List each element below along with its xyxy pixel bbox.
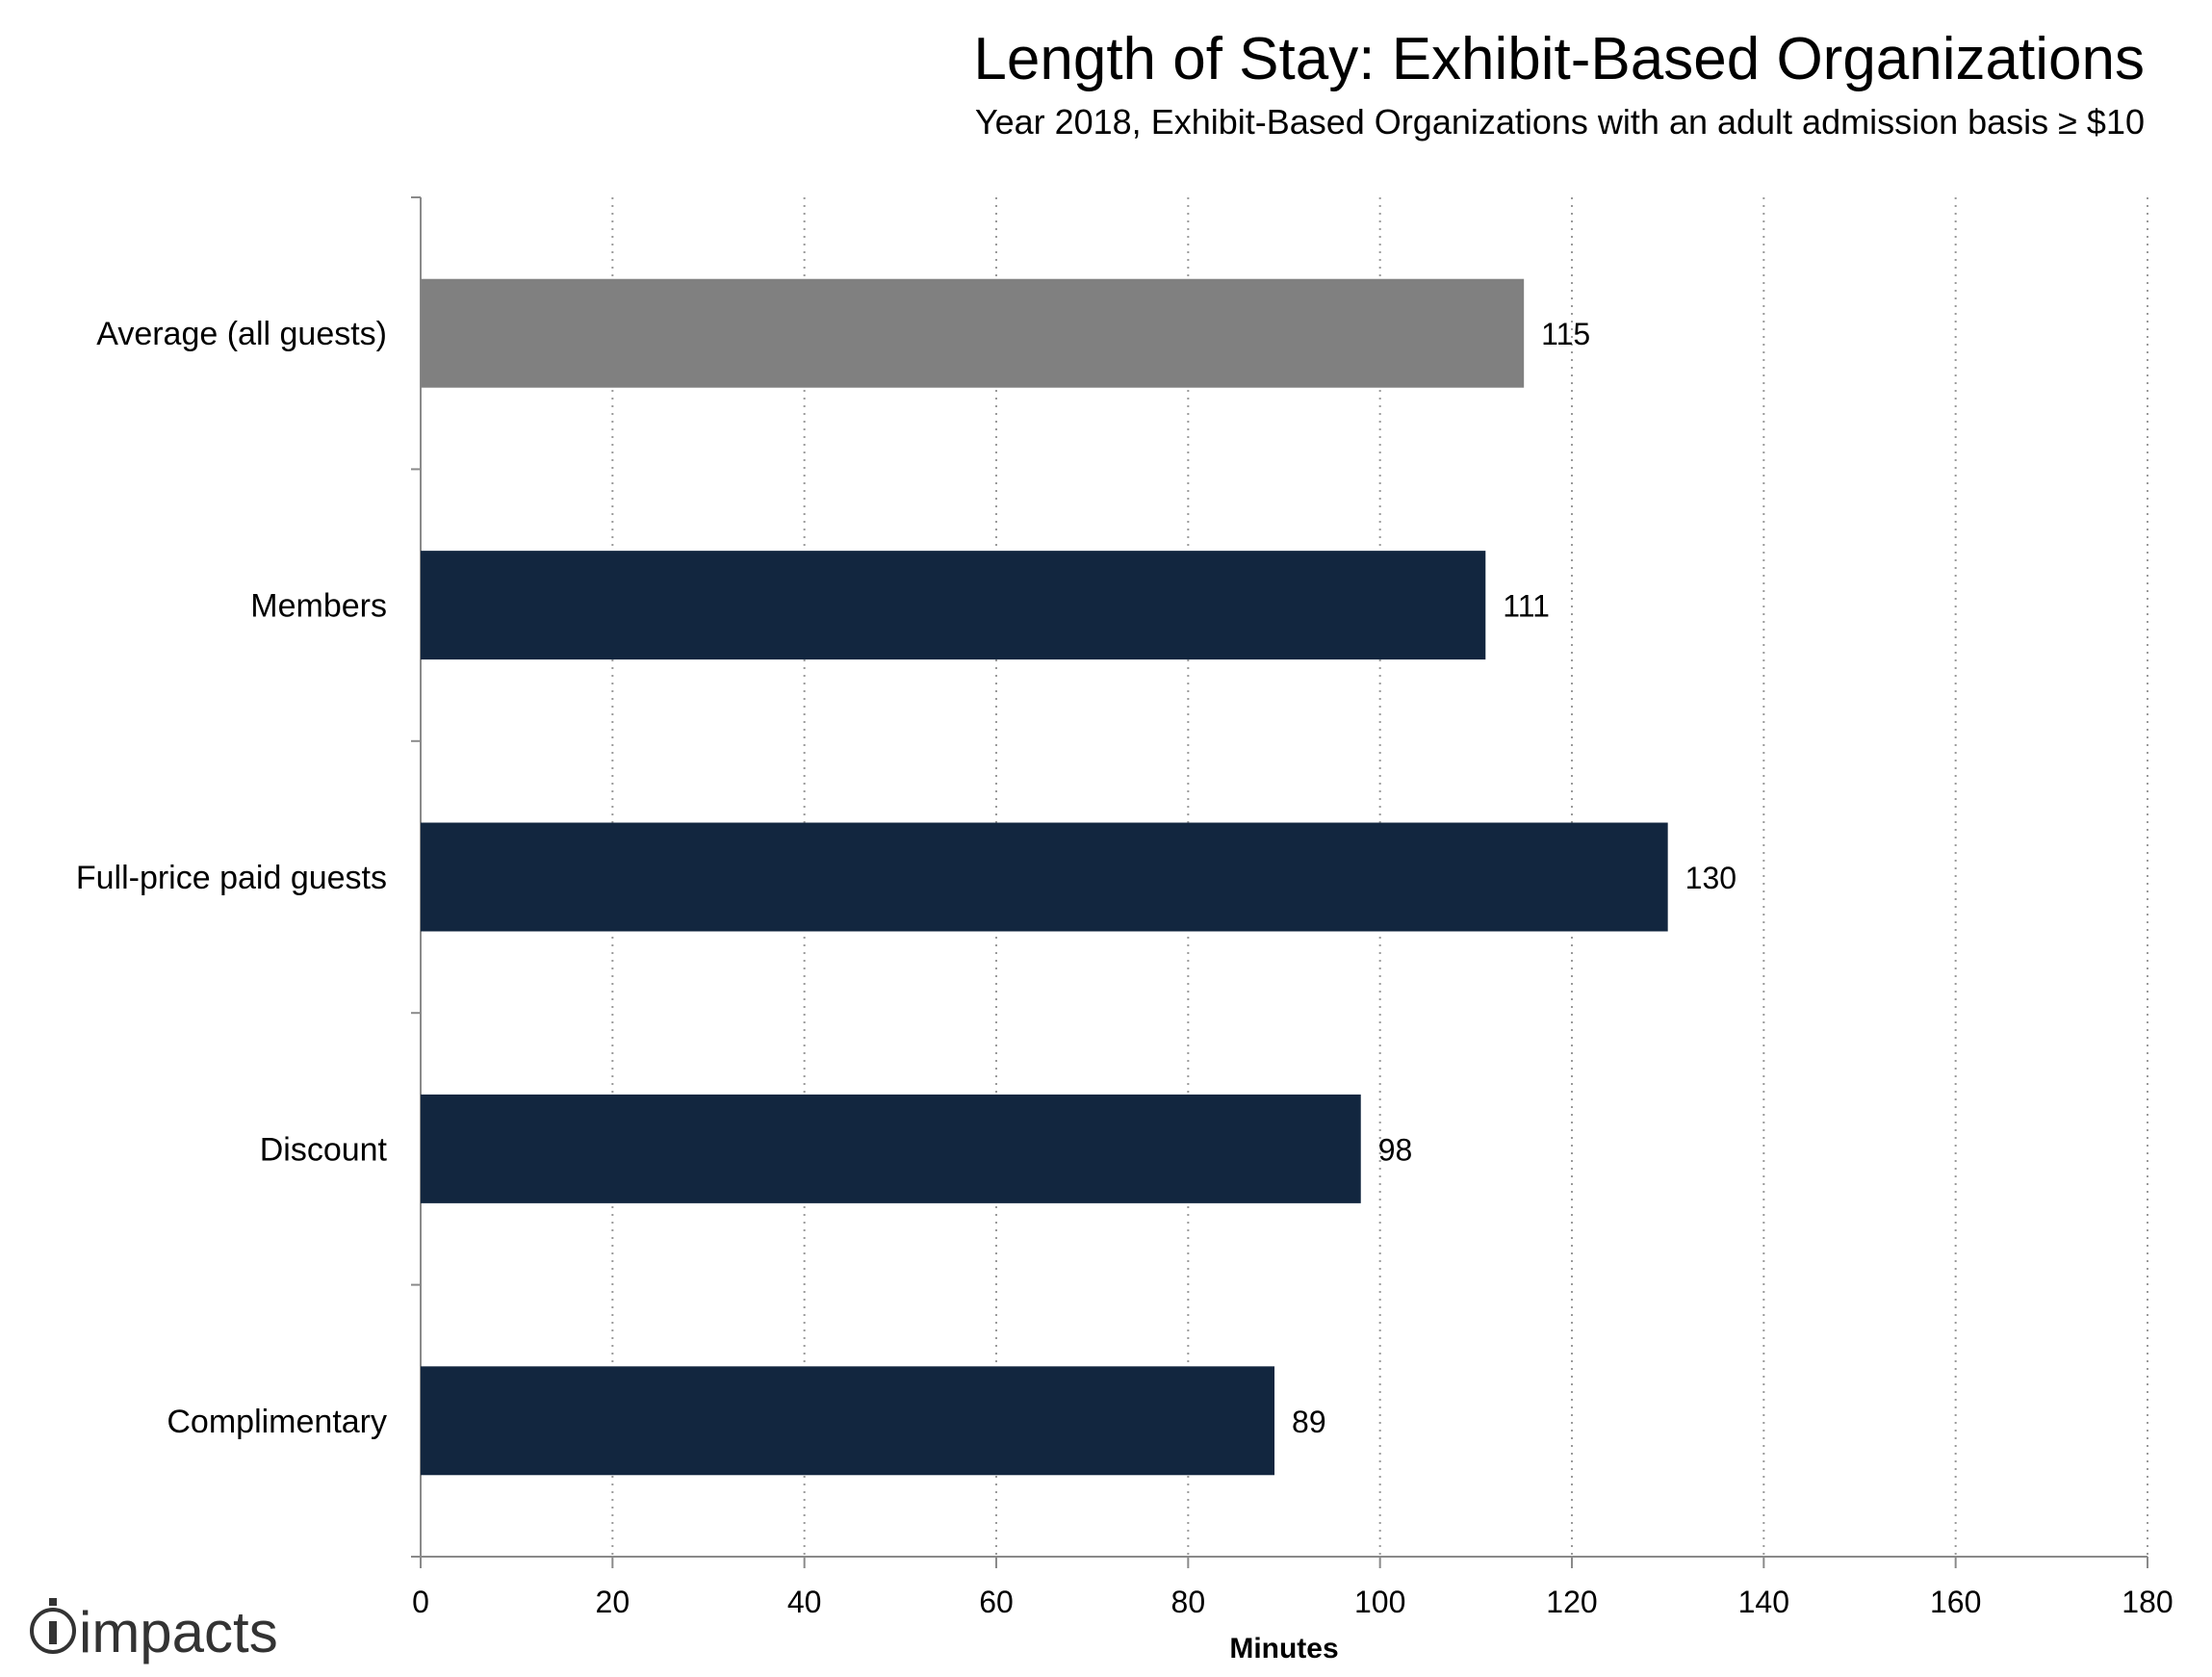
x-axis-label: Minutes	[1229, 1633, 1338, 1664]
x-tick-label-140: 140	[1738, 1585, 1789, 1619]
category-label-4: Complimentary	[167, 1404, 387, 1440]
chart-title: Length of Stay: Exhibit-Based Organizati…	[973, 26, 2145, 92]
labels: Average (all guests) 115 Members 111 Full-pr…	[76, 316, 1736, 1440]
bars	[421, 278, 1668, 1476]
bar-1	[421, 551, 1486, 660]
value-label-3: 98	[1378, 1132, 1413, 1167]
x-tick-label-60: 60	[979, 1585, 1014, 1619]
impacts-i-logo-icon	[30, 1598, 76, 1654]
bar-0	[421, 278, 1525, 388]
category-label-3: Discount	[260, 1131, 388, 1168]
bar-3	[421, 1094, 1361, 1203]
x-tick-label-100: 100	[1354, 1585, 1405, 1619]
value-label-4: 89	[1292, 1405, 1326, 1439]
chart-subtitle: Year 2018, Exhibit-Based Organizations w…	[974, 102, 2145, 142]
category-label-2: Full-price paid guests	[76, 860, 387, 896]
bar-4	[421, 1366, 1275, 1476]
x-tick-label-80: 80	[1171, 1585, 1206, 1619]
value-label-0: 115	[1541, 317, 1590, 351]
x-tick-label-20: 20	[596, 1585, 630, 1619]
x-tick-label-160: 160	[1930, 1585, 1981, 1619]
category-label-1: Members	[250, 588, 387, 625]
logo-text: impacts	[79, 1600, 278, 1664]
x-tick-label-0: 0	[412, 1585, 429, 1619]
bar-2	[421, 822, 1668, 932]
impacts-logo: impacts	[30, 1598, 278, 1664]
value-label-1: 111	[1503, 589, 1550, 624]
x-tick-label-120: 120	[1546, 1585, 1597, 1619]
x-tick-label-180: 180	[2122, 1585, 2173, 1619]
x-tick-label-40: 40	[787, 1585, 822, 1619]
value-label-2: 130	[1685, 861, 1736, 895]
category-label-0: Average (all guests)	[96, 316, 387, 352]
axes: 0 20 40 60 80 100 120 140 160 180	[411, 196, 2173, 1619]
